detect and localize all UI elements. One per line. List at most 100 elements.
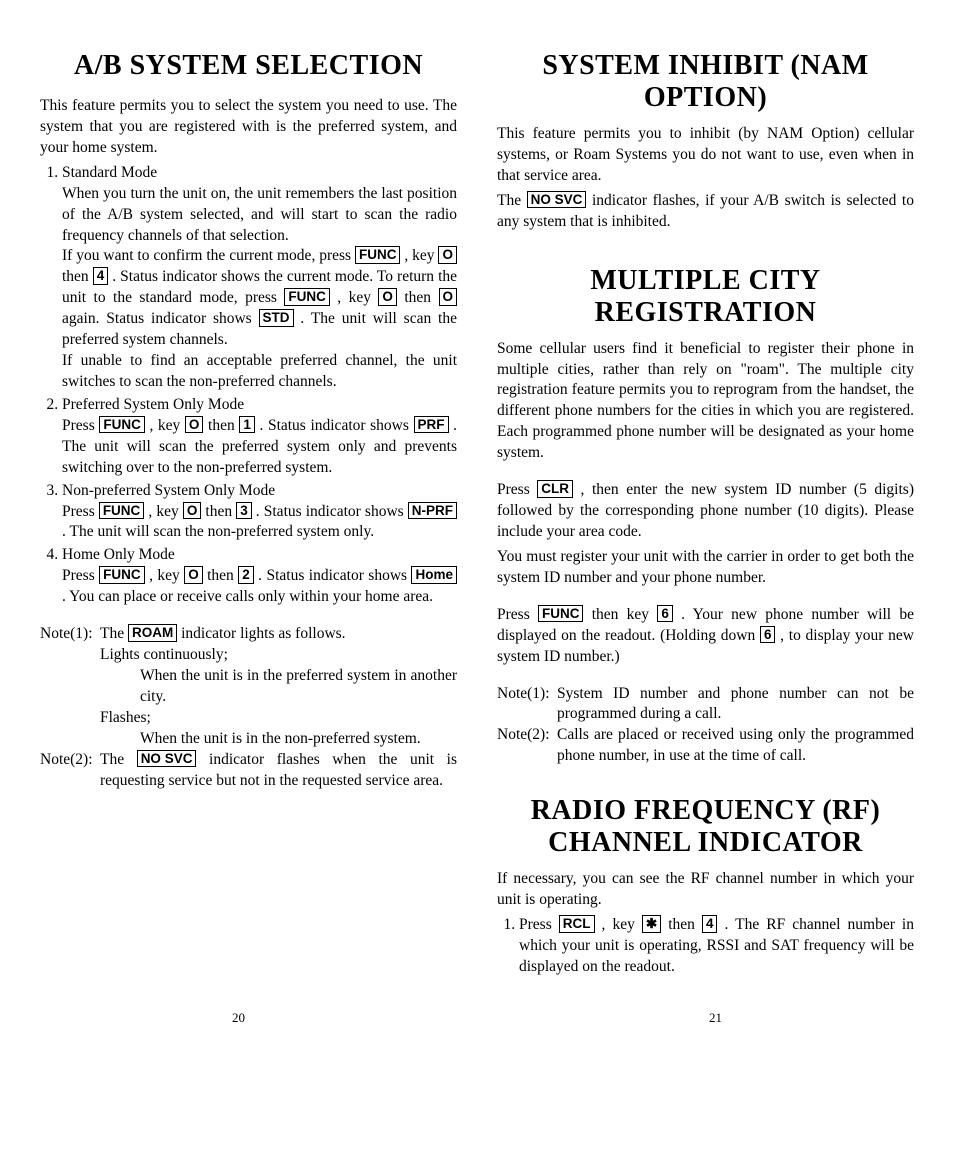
key-home: Home [411, 566, 457, 584]
mode-list: Standard Mode When you turn the unit on,… [40, 163, 457, 608]
t: then [203, 417, 239, 434]
note-2-body: The NO SVC indicator flashes when the un… [100, 750, 457, 792]
note-1-cont-label: Lights continuously; [100, 645, 457, 666]
key-o: O [378, 288, 397, 306]
note-2-label: Note(2): [40, 750, 100, 792]
mode-2-body: Press FUNC , key O then 1 . Status indic… [62, 417, 457, 476]
t: Press [519, 916, 559, 933]
mode-1-title: Standard Mode [62, 164, 157, 181]
heading-system-inhibit: SYSTEM INHIBIT (NAM OPTION) [497, 50, 914, 114]
mcr-p3: You must register your unit with the car… [497, 547, 914, 589]
note-1-flash-label: Flashes; [100, 708, 457, 729]
t: , key [330, 289, 379, 306]
t: again. Status indicator shows [62, 310, 259, 327]
t: indicator lights as follows. [177, 625, 345, 642]
mode-3-body: Press FUNC , key O then 3 . Status indic… [62, 503, 457, 541]
t: Press [62, 417, 99, 434]
t: , key [145, 567, 185, 584]
note-1-body: The ROAM indicator lights as follows. Li… [100, 624, 457, 750]
key-6: 6 [760, 626, 776, 644]
key-rcl: RCL [559, 915, 595, 933]
key-func: FUNC [284, 288, 330, 306]
t: , key [400, 247, 438, 264]
t: . Status indicator shows [254, 567, 412, 584]
key-func: FUNC [538, 605, 584, 623]
mcr-note-1: Note(1): System ID number and phone numb… [497, 684, 914, 726]
t: , key [144, 503, 183, 520]
note-1-cont-body: When the unit is in the preferred system… [140, 666, 457, 708]
t: Press [62, 503, 99, 520]
mode-3-title: Non-preferred System Only Mode [62, 482, 275, 499]
t: then key [583, 606, 657, 623]
t: If you want to confirm the current mode,… [62, 247, 355, 264]
key-func: FUNC [99, 566, 145, 584]
mode-2: Preferred System Only Mode Press FUNC , … [62, 395, 457, 479]
key-func: FUNC [99, 502, 145, 520]
key-func: FUNC [355, 246, 401, 264]
key-nosvc: NO SVC [137, 750, 197, 768]
heading-ab-system: A/B SYSTEM SELECTION [40, 50, 457, 82]
t: then [661, 916, 702, 933]
note-1-label: Note(1): [40, 624, 100, 750]
page-spread: A/B SYSTEM SELECTION This feature permit… [0, 0, 954, 1010]
page-number-right: 21 [709, 1010, 722, 1026]
t: . Status indicator shows [252, 503, 408, 520]
mode-1-p1: When you turn the unit on, the unit reme… [62, 185, 457, 244]
inhibit-p2: The NO SVC indicator flashes, if your A/… [497, 191, 914, 233]
note-1: Note(1): The ROAM indicator lights as fo… [40, 624, 457, 750]
rf-list: Press RCL , key ✱ then 4 . The RF channe… [497, 915, 914, 978]
mcr-note-2: Note(2): Calls are placed or received us… [497, 725, 914, 767]
t: , key [145, 417, 185, 434]
rf-p1: If necessary, you can see the RF channel… [497, 869, 914, 911]
mode-1: Standard Mode When you turn the unit on,… [62, 163, 457, 393]
t: then [62, 268, 93, 285]
mode-4: Home Only Mode Press FUNC , key O then 2… [62, 545, 457, 608]
t: then [201, 503, 236, 520]
mode-1-p2: If you want to confirm the current mode,… [62, 247, 457, 348]
t: The [100, 751, 137, 768]
t: The [497, 192, 527, 209]
key-prf: PRF [414, 416, 449, 434]
rf-item-1: Press RCL , key ✱ then 4 . The RF channe… [519, 915, 914, 978]
key-star: ✱ [642, 915, 661, 933]
ab-intro: This feature permits you to select the s… [40, 96, 457, 159]
key-6: 6 [657, 605, 673, 623]
key-o: O [438, 246, 457, 264]
t: Press [62, 567, 99, 584]
mcr-note-2-body: Calls are placed or received using only … [557, 725, 914, 767]
mcr-note-2-label: Note(2): [497, 725, 557, 767]
t: then [397, 289, 439, 306]
mode-4-body: Press FUNC , key O then 2 . Status indic… [62, 567, 457, 605]
mode-4-title: Home Only Mode [62, 546, 175, 563]
heading-rf-channel: RADIO FREQUENCY (RF) CHANNEL INDICATOR [497, 795, 914, 859]
key-o: O [439, 288, 458, 306]
mode-2-title: Preferred System Only Mode [62, 396, 244, 413]
mcr-p1: Some cellular users find it beneficial t… [497, 339, 914, 465]
key-clr: CLR [537, 480, 573, 498]
key-nosvc: NO SVC [527, 191, 587, 209]
t: . The unit will scan the non-preferred s… [62, 523, 374, 540]
key-2: 2 [238, 566, 254, 584]
left-column: A/B SYSTEM SELECTION This feature permit… [40, 50, 457, 980]
key-4: 4 [702, 915, 718, 933]
mcr-p2: Press CLR , then enter the new system ID… [497, 480, 914, 543]
key-3: 3 [236, 502, 252, 520]
mode-1-p3: If unable to find an acceptable preferre… [62, 352, 457, 390]
t: . Status indicator shows [255, 417, 414, 434]
key-roam: ROAM [128, 624, 177, 642]
inhibit-p1: This feature permits you to inhibit (by … [497, 124, 914, 187]
right-column: SYSTEM INHIBIT (NAM OPTION) This feature… [497, 50, 914, 980]
t: . You can place or receive calls only wi… [62, 588, 433, 605]
mode-3: Non-preferred System Only Mode Press FUN… [62, 481, 457, 544]
key-o: O [185, 416, 204, 434]
key-func: FUNC [99, 416, 145, 434]
key-o: O [183, 502, 202, 520]
heading-multiple-city: MULTIPLE CITY REGISTRATION [497, 265, 914, 329]
note-2: Note(2): The NO SVC indicator flashes wh… [40, 750, 457, 792]
t: then [203, 567, 239, 584]
key-1: 1 [239, 416, 255, 434]
t: The [100, 625, 128, 642]
key-nprf: N-PRF [408, 502, 457, 520]
mcr-note-1-body: System ID number and phone number can no… [557, 684, 914, 726]
page-number-left: 20 [232, 1010, 245, 1026]
